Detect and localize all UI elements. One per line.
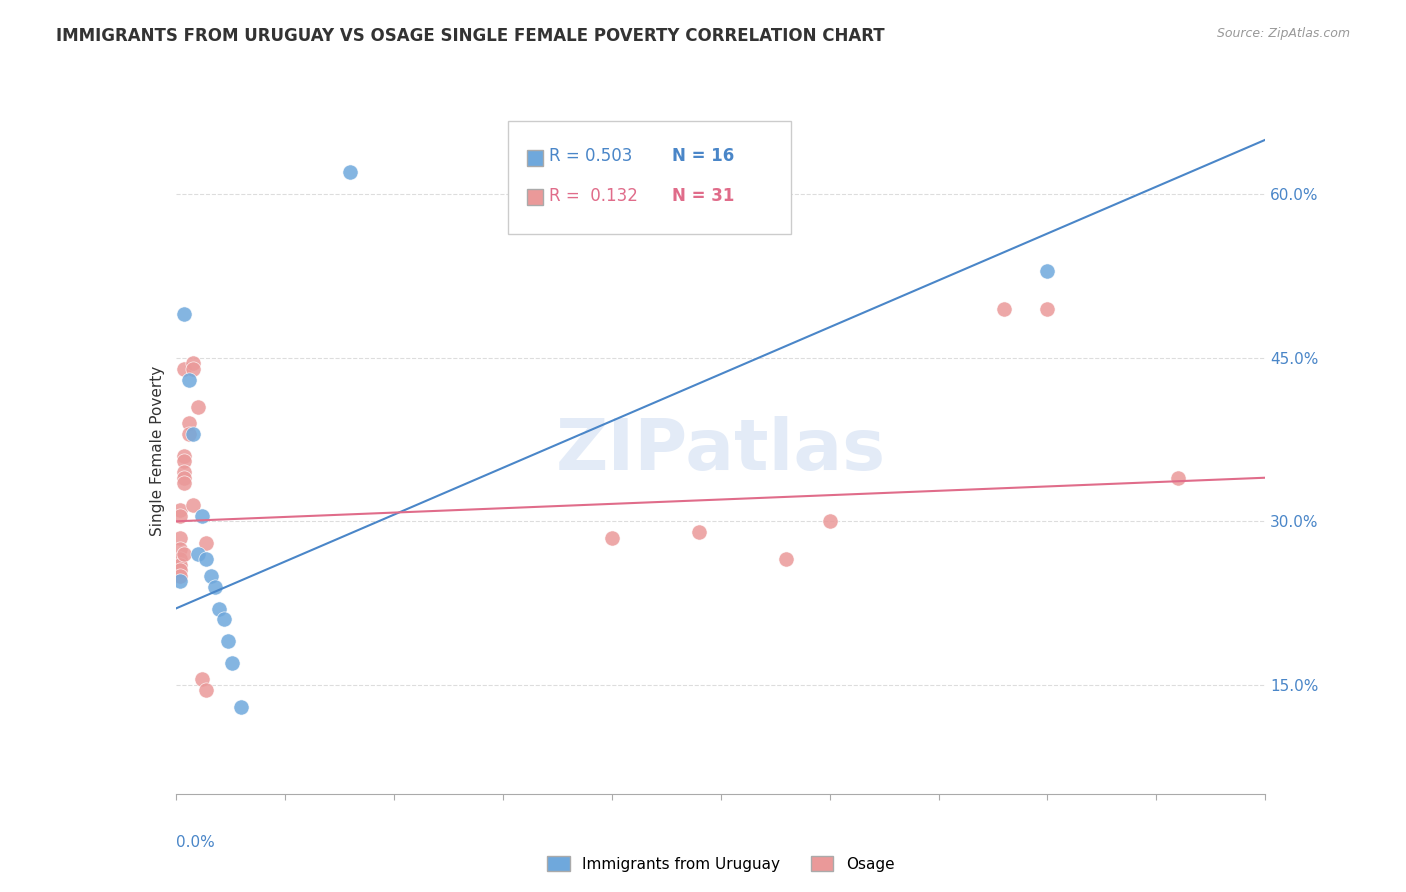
Point bbox=[173, 465, 195, 479]
FancyBboxPatch shape bbox=[508, 120, 792, 234]
Point bbox=[1036, 263, 1059, 277]
Point bbox=[186, 547, 209, 561]
Point bbox=[169, 503, 191, 517]
Point bbox=[688, 525, 710, 540]
Point bbox=[177, 373, 200, 387]
Point bbox=[217, 634, 239, 648]
Point bbox=[169, 563, 191, 577]
FancyBboxPatch shape bbox=[527, 189, 543, 205]
Text: N = 31: N = 31 bbox=[672, 187, 734, 205]
Point bbox=[231, 699, 253, 714]
Point bbox=[200, 569, 222, 583]
Point bbox=[181, 361, 204, 376]
Point bbox=[195, 536, 218, 550]
Point bbox=[173, 471, 195, 485]
Point bbox=[1167, 471, 1189, 485]
Point bbox=[818, 514, 841, 528]
Text: R =  0.132: R = 0.132 bbox=[550, 187, 638, 205]
Legend: Immigrants from Uruguay, Osage: Immigrants from Uruguay, Osage bbox=[541, 849, 900, 878]
Point bbox=[173, 547, 195, 561]
Point bbox=[195, 683, 218, 698]
Point bbox=[204, 580, 226, 594]
Point bbox=[173, 361, 195, 376]
Point bbox=[181, 356, 204, 370]
Point bbox=[169, 541, 191, 556]
Text: IMMIGRANTS FROM URUGUAY VS OSAGE SINGLE FEMALE POVERTY CORRELATION CHART: IMMIGRANTS FROM URUGUAY VS OSAGE SINGLE … bbox=[56, 27, 884, 45]
Point bbox=[177, 427, 200, 442]
Point bbox=[169, 558, 191, 572]
Point bbox=[600, 531, 623, 545]
Point bbox=[169, 569, 191, 583]
Text: Source: ZipAtlas.com: Source: ZipAtlas.com bbox=[1216, 27, 1350, 40]
Point bbox=[191, 673, 214, 687]
Point bbox=[993, 301, 1015, 316]
Point bbox=[169, 552, 191, 566]
Point bbox=[181, 498, 204, 512]
Text: N = 16: N = 16 bbox=[672, 147, 734, 166]
Point bbox=[173, 476, 195, 491]
Text: 0.0%: 0.0% bbox=[176, 835, 215, 850]
Point bbox=[208, 601, 231, 615]
Point bbox=[173, 449, 195, 463]
Point bbox=[221, 656, 243, 670]
Point bbox=[169, 531, 191, 545]
FancyBboxPatch shape bbox=[527, 150, 543, 166]
Y-axis label: Single Female Poverty: Single Female Poverty bbox=[149, 366, 165, 535]
Text: ZIPatlas: ZIPatlas bbox=[555, 416, 886, 485]
Point bbox=[173, 454, 195, 468]
Point bbox=[339, 165, 361, 179]
Point bbox=[173, 307, 195, 321]
Point bbox=[169, 574, 191, 589]
Point bbox=[181, 427, 204, 442]
Point bbox=[191, 508, 214, 523]
Point bbox=[1036, 301, 1059, 316]
Point bbox=[169, 508, 191, 523]
Point bbox=[195, 552, 218, 566]
Text: R = 0.503: R = 0.503 bbox=[550, 147, 633, 166]
Point bbox=[212, 612, 235, 626]
Point bbox=[775, 552, 797, 566]
Point bbox=[186, 400, 209, 414]
Point bbox=[177, 416, 200, 430]
